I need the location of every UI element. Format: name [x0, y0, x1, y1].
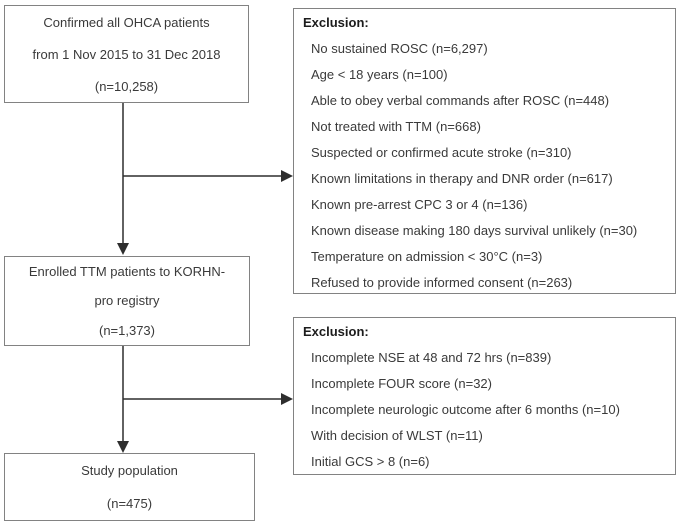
flow-box-enrolled-ttm-patients: Enrolled TTM patients to KORHN- pro regi…	[4, 256, 250, 346]
exclusion-item: Known limitations in therapy and DNR ord…	[311, 171, 613, 186]
flow-box-text-line: from 1 Nov 2015 to 31 Dec 2018	[32, 46, 221, 62]
exclusion-item: No sustained ROSC (n=6,297)	[311, 41, 488, 56]
arrowhead-right-icon	[281, 170, 293, 182]
exclusion-box-1: Exclusion: No sustained ROSC (n=6,297) A…	[293, 8, 676, 294]
arrowhead-right-icon	[281, 393, 293, 405]
flow-box-confirmed-ohca-patients: Confirmed all OHCA patients from 1 Nov 2…	[4, 5, 249, 103]
exclusion-item: Refused to provide informed consent (n=2…	[311, 275, 573, 290]
exclusion-item: Known pre-arrest CPC 3 or 4 (n=136)	[311, 197, 528, 212]
exclusion-item: With decision of WLST (n=11)	[311, 428, 483, 443]
arrowhead-down-icon	[117, 441, 129, 453]
exclusion-title: Exclusion:	[303, 324, 369, 339]
exclusion-item: Temperature on admission < 30°C (n=3)	[311, 249, 543, 264]
flow-box-text-line: Enrolled TTM patients to KORHN-	[28, 264, 226, 280]
exclusion-item: Able to obey verbal commands after ROSC …	[311, 93, 610, 108]
exclusion-title: Exclusion:	[303, 15, 369, 30]
exclusion-item: Initial GCS > 8 (n=6)	[311, 454, 430, 469]
exclusion-item: Not treated with TTM (n=668)	[311, 119, 481, 134]
exclusion-item: Incomplete FOUR score (n=32)	[311, 376, 492, 391]
flow-box-count: (n=475)	[106, 496, 153, 511]
exclusion-item: Age < 18 years (n=100)	[311, 67, 448, 82]
exclusion-item: Incomplete NSE at 48 and 72 hrs (n=839)	[311, 350, 552, 365]
exclusion-box-2: Exclusion: Incomplete NSE at 48 and 72 h…	[293, 317, 676, 475]
flow-box-text-line: Study population	[81, 463, 178, 478]
flow-box-text-line: Confirmed all OHCA patients	[43, 14, 210, 30]
flow-box-count: (n=10,258)	[94, 78, 159, 94]
exclusion-item: Suspected or confirmed acute stroke (n=3…	[311, 145, 572, 160]
arrowhead-down-icon	[117, 243, 129, 255]
flow-box-study-population: Study population (n=475)	[4, 453, 255, 521]
flow-box-text-line: pro registry	[94, 293, 160, 309]
exclusion-item: Incomplete neurologic outcome after 6 mo…	[311, 402, 620, 417]
exclusion-item: Known disease making 180 days survival u…	[311, 223, 638, 238]
flow-box-count: (n=1,373)	[98, 322, 155, 338]
